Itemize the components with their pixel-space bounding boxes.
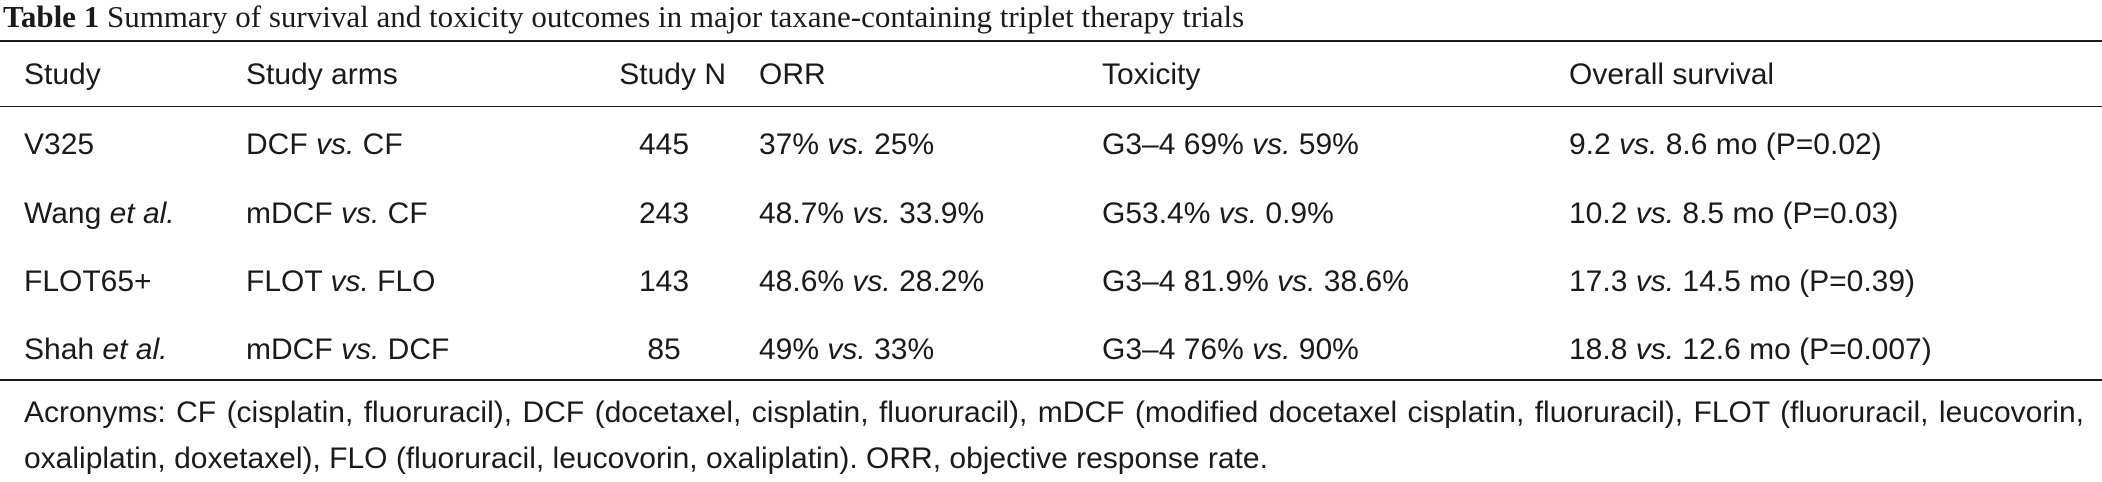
header-overall-survival: Overall survival — [1569, 58, 1775, 91]
cell-study: FLOT65+ — [24, 265, 152, 298]
cell-orr: 37% vs. 25% — [759, 128, 935, 161]
header-toxicity: Toxicity — [1102, 58, 1201, 91]
cell-orr: 49% vs. 33% — [759, 333, 935, 366]
top-rule — [0, 40, 2102, 42]
cell-overall-survival: 10.2 vs. 8.5 mo (P=0.03) — [1569, 197, 1899, 230]
cell-study-arms: FLOT vs. FLO — [246, 265, 436, 298]
table-title: Summary of survival and toxicity outcome… — [106, 0, 1245, 34]
table-caption: Table 1 Summary of survival and toxicity… — [3, 0, 1244, 36]
header-orr: ORR — [759, 58, 826, 91]
header-study-n: Study N — [619, 58, 726, 91]
cell-study: V325 — [24, 128, 95, 161]
cell-study-arms: mDCF vs. DCF — [246, 333, 450, 366]
cell-toxicity: G3–4 81.9% vs. 38.6% — [1102, 265, 1409, 298]
cell-study-arms: DCF vs. CF — [246, 128, 403, 161]
cell-orr: 48.7% vs. 33.9% — [759, 197, 985, 230]
cell-study-arms: mDCF vs. CF — [246, 197, 428, 230]
cell-study-n: 243 — [638, 197, 690, 230]
cell-toxicity: G53.4% vs. 0.9% — [1102, 197, 1334, 230]
cell-study: Shah et al. — [24, 333, 168, 366]
cell-toxicity: G3–4 76% vs. 90% — [1102, 333, 1359, 366]
header-study: Study — [24, 58, 101, 91]
table-label: Table 1 — [3, 0, 100, 34]
cell-orr: 48.6% vs. 28.2% — [759, 265, 985, 298]
cell-overall-survival: 9.2 vs. 8.6 mo (P=0.02) — [1569, 128, 1882, 161]
cell-study-n: 445 — [638, 128, 690, 161]
bottom-rule — [0, 379, 2102, 381]
cell-overall-survival: 17.3 vs. 14.5 mo (P=0.39) — [1569, 265, 1916, 298]
cell-study-n: 85 — [647, 333, 681, 366]
cell-toxicity: G3–4 69% vs. 59% — [1102, 128, 1359, 161]
header-study-arms: Study arms — [246, 58, 398, 91]
cell-study-n: 143 — [638, 265, 690, 298]
header-rule — [0, 106, 2102, 107]
cell-study: Wang et al. — [24, 197, 175, 230]
table-footnote: Acronyms: CF (cisplatin, fluoruracil), D… — [24, 396, 2084, 475]
cell-overall-survival: 18.8 vs. 12.6 mo (P=0.007) — [1569, 333, 1932, 366]
